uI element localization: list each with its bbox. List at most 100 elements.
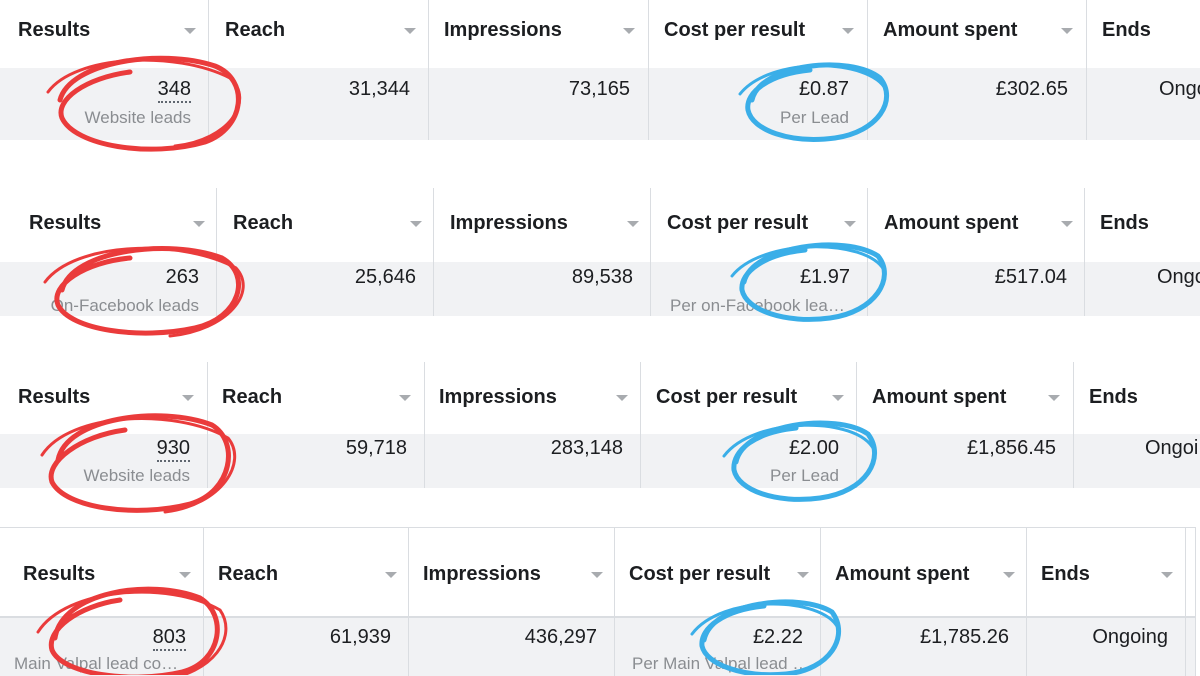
column-label: Results (29, 212, 102, 234)
column-impressions[interactable]: Impressions (434, 188, 651, 262)
column-results[interactable]: Results (0, 528, 204, 616)
column-label: Amount spent (835, 563, 970, 585)
sort-caret-icon[interactable] (399, 395, 411, 401)
column-reach[interactable]: Reach (208, 362, 425, 434)
sort-caret-icon[interactable] (591, 572, 603, 578)
ends-value: Ongoi (1145, 437, 1199, 459)
column-label: Reach (222, 386, 283, 408)
results-type: Main Valpal lead co… (14, 654, 179, 673)
sort-caret-icon[interactable] (179, 572, 191, 578)
table-row[interactable]: 263 On-Facebook leads 25,646 89,538 £1.9… (0, 262, 1200, 316)
sort-caret-icon[interactable] (1061, 221, 1073, 227)
column-results[interactable]: Results (0, 188, 217, 262)
column-cost-per-result[interactable]: Cost per result (649, 0, 868, 68)
column-amount-spent[interactable]: Amount spent (868, 0, 1087, 68)
column-label: Ends (1102, 19, 1151, 41)
column-label: Results (18, 19, 91, 41)
sort-caret-icon[interactable] (1061, 28, 1073, 34)
cell-results: 930 Website leads (0, 434, 208, 488)
cell-impressions: 89,538 (434, 262, 651, 316)
cell-cost-per-result: £2.22 Per Main Valpal lead … (615, 618, 821, 676)
column-amount-spent[interactable]: Amount spent (821, 528, 1027, 616)
sort-caret-icon[interactable] (182, 395, 194, 401)
column-ends[interactable]: Ends (1027, 528, 1186, 616)
reach-value: 25,646 (354, 266, 416, 288)
sort-caret-icon[interactable] (1048, 395, 1060, 401)
ads-table-1: Results Reach Impressions Cost per resul… (0, 0, 1200, 140)
cost-value: £2.00 (788, 437, 839, 459)
column-cost-per-result[interactable]: Cost per result (651, 188, 868, 262)
results-value[interactable]: 803 (152, 626, 186, 651)
cell-impressions: 436,297 (409, 618, 615, 676)
column-reach[interactable]: Reach (209, 0, 429, 68)
column-reach[interactable]: Reach (217, 188, 434, 262)
column-impressions[interactable]: Impressions (425, 362, 641, 434)
table-row[interactable]: 930 Website leads 59,718 283,148 £2.00 P… (0, 434, 1200, 488)
ads-table-4: Results Reach Impressions Cost per resul… (0, 527, 1196, 676)
impressions-value: 89,538 (571, 266, 633, 288)
results-value[interactable]: 930 (156, 437, 190, 462)
cell-impressions: 283,148 (425, 434, 641, 488)
cell-amount-spent: £1,856.45 (857, 434, 1074, 488)
column-label: Ends (1100, 212, 1149, 234)
table-header: Results Reach Impressions Cost per resul… (0, 188, 1200, 263)
cost-value: £0.87 (798, 78, 849, 100)
sort-caret-icon[interactable] (1161, 572, 1173, 578)
column-results[interactable]: Results (0, 362, 208, 434)
sort-caret-icon[interactable] (832, 395, 844, 401)
column-cost-per-result[interactable]: Cost per result (641, 362, 857, 434)
reach-value: 61,939 (329, 626, 391, 648)
sort-caret-icon[interactable] (410, 221, 422, 227)
table-row[interactable]: 348 Website leads 31,344 73,165 £0.87 Pe… (0, 68, 1200, 140)
column-impressions[interactable]: Impressions (409, 528, 615, 616)
cell-ends: Ongoing (1027, 618, 1186, 676)
column-amount-spent[interactable]: Amount spent (857, 362, 1074, 434)
sort-caret-icon[interactable] (842, 28, 854, 34)
sort-caret-icon[interactable] (797, 572, 809, 578)
column-label: Amount spent (884, 212, 1019, 234)
column-label: Cost per result (664, 19, 806, 41)
column-label: Impressions (423, 563, 541, 585)
cost-value: £2.22 (752, 626, 803, 648)
sort-caret-icon[interactable] (616, 395, 628, 401)
ends-value: Ongo (1157, 266, 1200, 288)
cell-ends: Ongoi (1074, 434, 1200, 488)
column-label: Results (18, 386, 91, 408)
results-value[interactable]: 263 (165, 266, 199, 288)
sort-caret-icon[interactable] (193, 221, 205, 227)
column-reach[interactable]: Reach (204, 528, 409, 616)
column-ends[interactable]: Ends (1087, 0, 1200, 68)
sort-caret-icon[interactable] (627, 221, 639, 227)
sort-caret-icon[interactable] (385, 572, 397, 578)
table-header: Results Reach Impressions Cost per resul… (0, 528, 1195, 617)
results-value[interactable]: 348 (157, 78, 191, 103)
cost-type: Per Lead (780, 108, 849, 127)
sort-caret-icon[interactable] (623, 28, 635, 34)
sort-caret-icon[interactable] (1003, 572, 1015, 578)
column-cost-per-result[interactable]: Cost per result (615, 528, 821, 616)
spent-value: £302.65 (995, 78, 1068, 100)
column-label: Impressions (450, 212, 568, 234)
column-label: Cost per result (667, 212, 809, 234)
column-label: Cost per result (656, 386, 798, 408)
cell-cost-per-result: £2.00 Per Lead (641, 434, 857, 488)
results-type: Website leads (84, 108, 191, 127)
column-results[interactable]: Results (0, 0, 209, 68)
cell-results: 348 Website leads (0, 68, 209, 140)
column-impressions[interactable]: Impressions (429, 0, 649, 68)
reach-value: 31,344 (348, 78, 410, 100)
cell-reach: 61,939 (204, 618, 409, 676)
column-ends[interactable]: Ends (1085, 188, 1200, 262)
cell-reach: 31,344 (209, 68, 429, 140)
sort-caret-icon[interactable] (844, 221, 856, 227)
sort-caret-icon[interactable] (404, 28, 416, 34)
reach-value: 59,718 (345, 437, 407, 459)
column-label: Ends (1089, 386, 1138, 408)
cell-ends: Ongo (1085, 262, 1200, 316)
column-label: Ends (1041, 563, 1090, 585)
table-row[interactable]: 803 Main Valpal lead co… 61,939 436,297 … (0, 616, 1195, 676)
column-label: Results (23, 563, 96, 585)
column-ends[interactable]: Ends (1074, 362, 1200, 434)
sort-caret-icon[interactable] (184, 28, 196, 34)
column-amount-spent[interactable]: Amount spent (868, 188, 1085, 262)
